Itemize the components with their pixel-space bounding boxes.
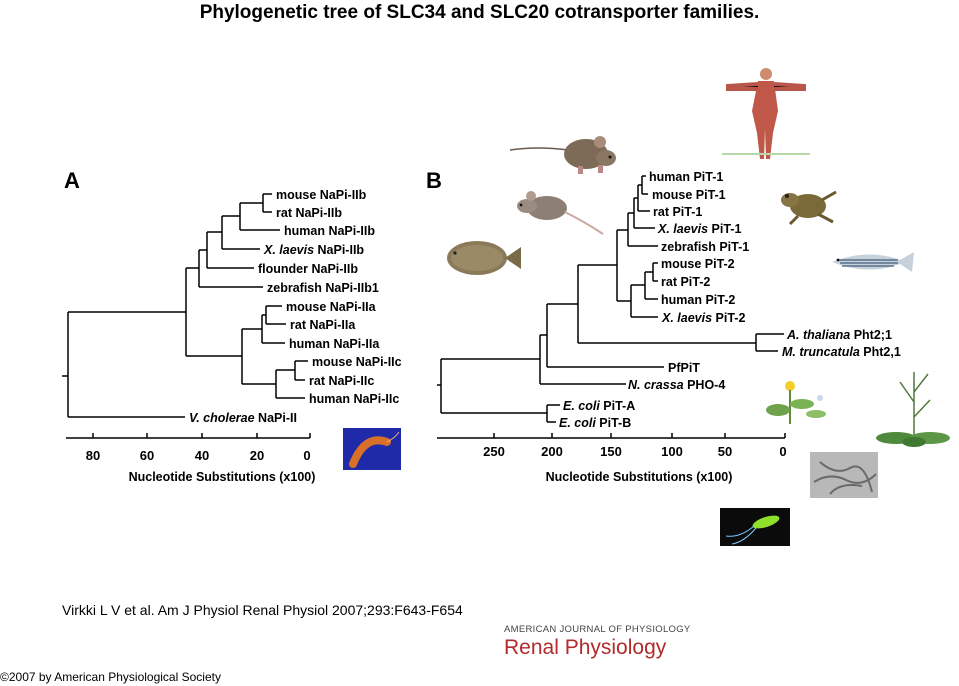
axis-label-a: Nucleotide Substitutions (x100) (129, 470, 316, 484)
leaf-a: rat NaPi-IIb (276, 206, 342, 220)
ticks-a: 80 60 40 20 0 (86, 448, 311, 463)
branch-a (265, 305, 286, 325)
e-coli-bacterium-image (720, 508, 790, 546)
branch-b (641, 175, 648, 195)
ticks-b: 250 200 150 100 50 0 (483, 444, 786, 459)
branch-a (275, 369, 305, 399)
figure-title: Phylogenetic tree of SLC34 and SLC20 cot… (199, 2, 760, 23)
axis-a (66, 433, 311, 439)
leaf-a: rat NaPi-IIa (290, 318, 356, 332)
leaf-b: N. crassa PHO-4 (628, 378, 725, 392)
branch-a (206, 231, 254, 269)
tick-b: 250 (483, 444, 505, 459)
branch-b (633, 197, 655, 229)
mouse-image (509, 136, 616, 174)
leaf-a: rat NaPi-IIc (309, 374, 374, 388)
panel-a-letter: A (64, 168, 80, 193)
tick-a: 40 (195, 448, 209, 463)
fungus-hyphae-image (810, 452, 878, 498)
branch-a (67, 311, 186, 418)
tick-a: 0 (303, 448, 310, 463)
leaf-b: X. laevis PiT-2 (661, 311, 745, 325)
leaf-labels-a: mouse NaPi-IIb rat NaPi-IIb human NaPi-I… (189, 188, 402, 425)
tick-a: 60 (140, 448, 154, 463)
leaf-b: X. laevis PiT-1 (657, 222, 741, 236)
tick-b: 200 (541, 444, 563, 459)
leaf-a: human NaPi-IIb (284, 224, 375, 238)
axis-b (437, 433, 786, 439)
zebrafish-image (832, 252, 914, 272)
tick-b: 50 (718, 444, 732, 459)
leaf-b: zebrafish PiT-1 (661, 240, 749, 254)
human-anatomy-image (722, 68, 810, 159)
branch-b (755, 333, 784, 352)
branch-a (241, 328, 276, 385)
leaf-b: mouse PiT-2 (661, 257, 735, 271)
branch-a (185, 267, 242, 357)
branch-b (637, 184, 650, 212)
axis-label-b: Nucleotide Substitutions (x100) (546, 470, 733, 484)
leaf-a: mouse NaPi-IIb (276, 188, 367, 202)
tick-b: 100 (661, 444, 683, 459)
leaf-a: human NaPi-IIc (309, 392, 399, 406)
journal-line1: AMERICAN JOURNAL OF PHYSIOLOGY (504, 624, 691, 635)
leaf-a: mouse NaPi-IIc (312, 355, 402, 369)
journal-logo: AMERICAN JOURNAL OF PHYSIOLOGY Renal Phy… (504, 624, 691, 660)
leaf-b: PfPiT (668, 361, 700, 375)
leaf-a: X. laevis NaPi-IIb (263, 243, 364, 257)
leaf-a: human NaPi-IIa (289, 337, 380, 351)
leaf-b: M. truncatula Pht2,1 (782, 345, 901, 359)
branch-b (440, 358, 547, 414)
leaf-b: E. coli PiT-A (563, 399, 635, 413)
branch-a (239, 202, 280, 231)
panel-b-letter: B (426, 168, 442, 193)
branch-b (616, 229, 631, 302)
flounder-image (447, 241, 521, 275)
branch-b (644, 271, 658, 300)
leaf-b: A. thaliana Pht2;1 (786, 328, 892, 342)
tree-a (62, 193, 311, 439)
vibrio-bacterium-image (343, 428, 401, 470)
copyright-text: ©2007 by American Physiological Society (0, 670, 221, 684)
branch-b (546, 303, 664, 368)
tick-b: 150 (600, 444, 622, 459)
citation-text: Virkki L V et al. Am J Physiol Renal Phy… (62, 602, 463, 618)
leaf-a: flounder NaPi-IIb (258, 262, 358, 276)
journal-line2: Renal Physiology (504, 636, 667, 659)
leaf-a: V. cholerae NaPi-II (189, 411, 297, 425)
branch-b (652, 262, 658, 282)
tick-a: 20 (250, 448, 264, 463)
plant-flower-image (766, 381, 826, 424)
tick-b: 0 (779, 444, 786, 459)
branch-a (221, 215, 260, 250)
leaf-a: zebrafish NaPi-IIb1 (267, 281, 379, 295)
arabidopsis-plant-image (876, 372, 950, 447)
branch-a (262, 193, 272, 213)
leaf-b: E. coli PiT-B (559, 416, 631, 430)
tick-a: 80 (86, 448, 100, 463)
leaf-b: rat PiT-2 (661, 275, 710, 289)
branch-a (294, 360, 308, 381)
leaf-b: rat PiT-1 (653, 205, 702, 219)
tree-b (437, 175, 786, 439)
leaf-b: mouse PiT-1 (652, 188, 726, 202)
leaf-labels-b: human PiT-1 mouse PiT-1 rat PiT-1 X. lae… (559, 170, 901, 430)
leaf-b: human PiT-2 (661, 293, 735, 307)
rat-image (517, 191, 604, 235)
leaf-a: mouse NaPi-IIa (286, 300, 377, 314)
frog-image (781, 190, 837, 226)
leaf-b: human PiT-1 (649, 170, 723, 184)
